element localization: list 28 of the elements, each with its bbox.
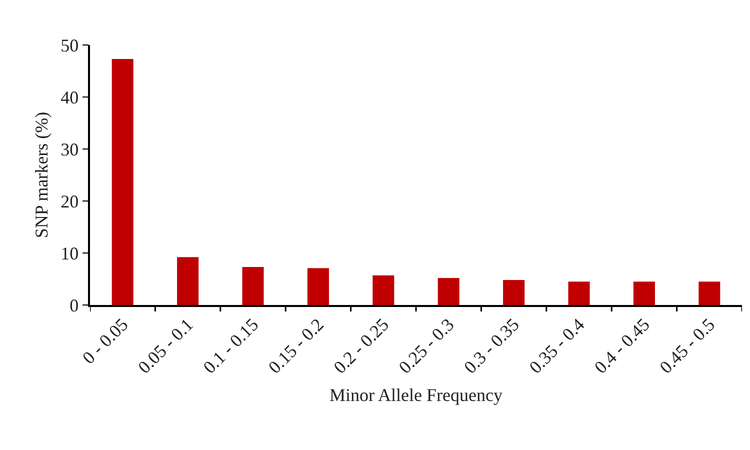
x-axis-title: Minor Allele Frequency xyxy=(330,384,502,405)
y-tick-label: 20 xyxy=(60,191,79,212)
y-tick-label: 30 xyxy=(60,139,79,160)
bar xyxy=(372,275,394,305)
bar xyxy=(438,278,460,305)
bar xyxy=(503,280,525,305)
x-tick-label: 0.25 - 0.3 xyxy=(394,314,458,378)
y-tick-label: 10 xyxy=(60,243,79,264)
bar xyxy=(112,59,134,305)
x-tick-label: 0.3 - 0.35 xyxy=(460,314,523,378)
x-tick-label: 0.1 - 0.15 xyxy=(199,314,262,378)
y-axis-title: SNP markers (%) xyxy=(31,112,52,238)
y-tick-label: 40 xyxy=(60,87,79,108)
x-tick-label: 0 - 0.05 xyxy=(78,314,132,368)
y-tick-label: 50 xyxy=(60,35,79,56)
bar xyxy=(568,282,590,305)
x-tick-label: 0.2 - 0.25 xyxy=(330,314,393,378)
bar xyxy=(177,257,199,305)
bar xyxy=(698,282,720,305)
x-tick-label: 0.4 - 0.45 xyxy=(590,314,654,378)
bar xyxy=(242,267,264,305)
bar xyxy=(633,282,655,305)
bar xyxy=(307,268,329,305)
y-tick-label: 0 xyxy=(70,295,79,316)
x-tick-label: 0.35 - 0.4 xyxy=(525,314,588,378)
x-tick-label: 0.05 - 0.1 xyxy=(134,314,197,378)
x-tick-label: 0.15 - 0.2 xyxy=(264,314,328,378)
x-tick-label: 0.45 - 0.5 xyxy=(656,314,719,378)
